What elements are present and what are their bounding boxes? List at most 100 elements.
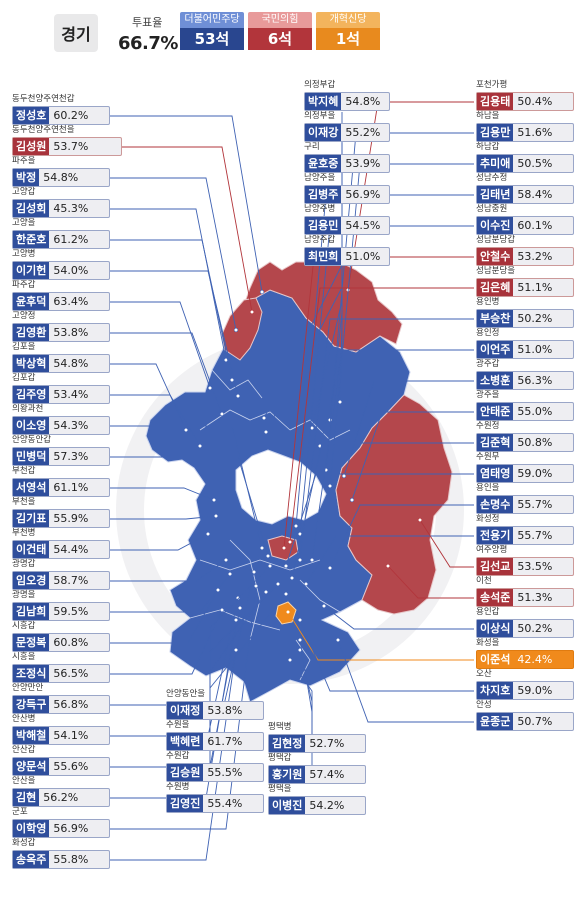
candidate-name: 송석준	[477, 589, 514, 606]
district-anchor-dot	[321, 603, 327, 609]
leader-line	[110, 394, 201, 447]
candidate-name: 민병덕	[13, 448, 50, 465]
district-name: 평택을	[268, 784, 292, 794]
district-anchor-dot	[213, 513, 219, 519]
vote-percentage: 42.4%	[517, 653, 553, 666]
district-anchor-dot	[259, 289, 265, 295]
district-name: 부천을	[12, 497, 36, 507]
vote-percentage: 56.8%	[53, 698, 89, 711]
vote-percentage: 60.8%	[53, 636, 89, 649]
candidate-name: 송옥주	[13, 851, 50, 868]
candidate-name: 김성원	[13, 138, 50, 155]
district-name: 파주갑	[12, 280, 36, 290]
candidate-box: 김현 56.2%	[12, 788, 110, 807]
candidate-name: 김병주	[305, 186, 342, 203]
candidate-name: 김용만	[477, 124, 514, 141]
candidate-box: 김성회 45.3%	[12, 199, 110, 218]
district-anchor-dot	[297, 557, 303, 563]
district-anchor-dot	[287, 657, 293, 663]
district-anchor-dot	[219, 411, 225, 417]
candidate-box: 김남희 59.5%	[12, 602, 110, 621]
candidate-box: 정성호 60.2%	[12, 106, 110, 125]
vote-percentage: 55.0%	[517, 405, 553, 418]
district-name: 용인병	[476, 297, 500, 307]
district-anchor-dot	[337, 399, 343, 405]
vote-percentage: 54.8%	[53, 357, 89, 370]
candidate-box: 한준호 61.2%	[12, 230, 110, 249]
district-label: 고양병 이기헌 54.0%	[12, 249, 110, 280]
district-name: 김포을	[12, 342, 36, 352]
district-label: 안산갑 양문석 55.6%	[12, 745, 110, 776]
candidate-name: 이재정	[167, 702, 204, 719]
candidate-box: 안태준 55.0%	[476, 402, 574, 421]
candidate-box: 김준혁 50.8%	[476, 433, 574, 452]
candidate-box: 박정 54.8%	[12, 168, 110, 187]
candidate-box: 김용태 50.4%	[476, 92, 574, 111]
candidate-name: 강득구	[13, 696, 50, 713]
district-name: 이천	[476, 576, 492, 586]
district-label: 동두천양주연천을 김성원 53.7%	[12, 125, 122, 156]
district-label: 남양주병 김용민 54.5%	[304, 204, 390, 235]
candidate-box: 소병훈 56.3%	[476, 371, 574, 390]
district-name: 용인갑	[476, 607, 500, 617]
leader-line	[110, 589, 219, 644]
candidate-name: 조정식	[13, 665, 50, 682]
party-seat-count: 6석	[248, 28, 312, 50]
candidate-box: 김선교 53.5%	[476, 557, 574, 576]
candidate-name: 김현정	[269, 735, 306, 752]
candidate-box: 홍기원 57.4%	[268, 765, 366, 784]
district-anchor-dot	[267, 563, 273, 569]
district-anchor-dot	[233, 647, 239, 653]
district-label: 평택병 김현정 52.7%	[268, 722, 366, 753]
vote-percentage: 56.9%	[53, 822, 89, 835]
map-region-ppp-north	[244, 255, 403, 353]
district-label: 의정부갑 박지혜 54.8%	[304, 80, 390, 111]
party-seats-new: 개혁신당 1석	[316, 12, 380, 50]
district-label: 평택을 이병진 54.2%	[268, 784, 366, 815]
district-anchor-dot	[297, 637, 303, 643]
candidate-box: 박상혁 54.8%	[12, 354, 110, 373]
district-label: 화성정 전용기 55.7%	[476, 514, 574, 545]
district-label: 성남분당갑 안철수 53.2%	[476, 235, 574, 266]
candidate-name: 김용민	[305, 217, 342, 234]
leader-line	[110, 208, 227, 361]
candidate-name: 최민희	[305, 248, 342, 265]
candidate-box: 이건태 54.4%	[12, 540, 110, 559]
vote-percentage: 54.2%	[309, 799, 345, 812]
district-anchor-dot	[253, 583, 259, 589]
candidate-box: 김은혜 51.1%	[476, 278, 574, 297]
district-name: 남양주병	[304, 204, 336, 214]
district-label: 부천갑 서영석 61.1%	[12, 466, 110, 497]
district-name: 고양갑	[12, 187, 36, 197]
district-anchor-dot	[297, 617, 303, 623]
party-name: 국민의힘	[248, 12, 312, 28]
district-label: 부천병 이건태 54.4%	[12, 528, 110, 559]
leader-line	[287, 611, 474, 661]
vote-percentage: 51.0%	[345, 250, 381, 263]
district-label: 포천가평 김용태 50.4%	[476, 80, 574, 111]
candidate-box: 김승원 55.5%	[166, 763, 264, 782]
district-label: 하남갑 추미애 50.5%	[476, 142, 574, 173]
district-name: 안산갑	[12, 745, 36, 755]
district-anchor-dot	[283, 563, 289, 569]
vote-percentage: 55.2%	[345, 126, 381, 139]
candidate-box: 김주영 53.4%	[12, 385, 110, 404]
district-label: 남양주갑 최민희 51.0%	[304, 235, 390, 266]
candidate-box: 김영환 53.8%	[12, 323, 110, 342]
district-anchor-dot	[233, 617, 239, 623]
map-region-new-hwaseong	[275, 601, 297, 625]
leader-line	[110, 609, 223, 675]
district-label: 수원정 김준혁 50.8%	[476, 421, 574, 452]
district-name: 수원병	[166, 782, 190, 792]
vote-percentage: 53.5%	[517, 560, 553, 573]
candidate-name: 김승원	[167, 764, 204, 781]
district-label: 안양만안 강득구 56.8%	[12, 683, 110, 714]
district-anchor-dot	[281, 545, 287, 551]
district-label: 남양주을 김병주 56.9%	[304, 173, 390, 204]
vote-percentage: 61.7%	[207, 735, 243, 748]
district-name: 고양을	[12, 218, 36, 228]
vote-percentage: 54.0%	[53, 264, 89, 277]
vote-percentage: 51.3%	[517, 591, 553, 604]
